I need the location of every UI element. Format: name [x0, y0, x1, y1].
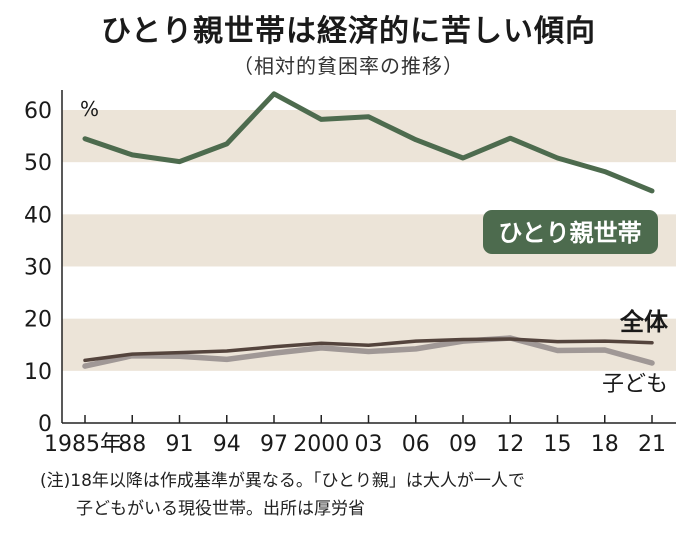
point-single_parent-1985	[83, 137, 87, 140]
x-tick-2009: 09	[449, 432, 477, 457]
point-all-1991	[178, 351, 181, 354]
x-tick-1985: 1985年	[44, 432, 122, 457]
x-tick-2000: 2000	[293, 432, 349, 457]
x-tick-1997: 97	[260, 432, 288, 457]
footnote-line-2: 子どもがいる現役世帯。出所は厚労省	[76, 499, 365, 519]
axes	[61, 90, 676, 424]
point-single_parent-2012	[509, 136, 512, 140]
y-tick-20: 20	[24, 308, 52, 333]
point-single_parent-2000	[320, 118, 323, 121]
point-all-1994	[225, 349, 228, 353]
y-tick-30: 30	[24, 256, 52, 281]
x-tick-1994: 94	[213, 432, 241, 457]
point-all-2006	[414, 339, 417, 343]
y-tick-60: 60	[24, 99, 52, 124]
point-single_parent-2003	[367, 115, 370, 118]
chart-title: ひとり親世帯は経済的に苦しい傾向	[100, 14, 597, 49]
series-label-children: 子ども	[602, 372, 668, 397]
point-all-1988	[131, 352, 134, 356]
x-tick-2018: 18	[591, 432, 619, 457]
series-label-all: 全体	[619, 308, 669, 336]
point-single_parent-1994	[225, 142, 228, 146]
point-all-2018	[603, 339, 606, 343]
chart-subtitle: （相対的貧困率の推移）	[233, 54, 464, 78]
point-single_parent-1988	[131, 153, 134, 157]
x-tick-2006: 06	[402, 432, 430, 457]
series-label-single-parent: ひとり親世帯	[498, 219, 641, 247]
point-all-2021	[650, 341, 654, 344]
point-children-2000	[320, 346, 323, 350]
point-children-1994	[225, 358, 228, 361]
point-single_parent-1991	[178, 160, 181, 163]
x-tick-2012: 12	[496, 432, 524, 457]
point-single_parent-2009	[461, 156, 465, 160]
point-all-2003	[367, 344, 370, 347]
y-tick-10: 10	[24, 360, 52, 385]
point-all-1985	[83, 359, 87, 362]
point-children-1985	[83, 364, 87, 368]
y-tick-40: 40	[24, 203, 52, 228]
point-all-2009	[461, 338, 465, 341]
x-tick-2021: 21	[638, 432, 666, 457]
point-children-1991	[178, 355, 181, 358]
footnote-line-1: (注)18年以降は作成基準が異なる。「ひとり親」は大人が一人で	[40, 471, 525, 491]
point-single_parent-2021	[650, 189, 654, 193]
point-children-2018	[603, 348, 606, 352]
x-tick-1988: 88	[118, 432, 146, 457]
series-lines	[82, 91, 655, 369]
point-all-1997	[272, 345, 276, 349]
point-all-2000	[320, 341, 323, 345]
x-tick-2003: 03	[355, 432, 383, 457]
point-single_parent-1997	[272, 92, 276, 96]
point-single_parent-2006	[414, 138, 417, 141]
point-children-2021	[650, 361, 654, 365]
x-tick-2015: 15	[544, 432, 572, 457]
y-tick-50: 50	[24, 151, 52, 176]
y-tick-0: 0	[38, 412, 52, 437]
point-all-2012	[509, 337, 512, 341]
y-tick-labels: 0 10 20 30 40 50 60	[24, 99, 52, 437]
label-box-single-parent	[483, 210, 658, 254]
point-single_parent-2015	[556, 156, 559, 160]
x-tick-1991: 91	[166, 432, 194, 457]
point-children-1997	[272, 351, 276, 355]
point-children-2015	[556, 349, 559, 352]
point-children-2003	[367, 350, 370, 353]
y-axis-unit: %	[80, 97, 99, 121]
point-children-2006	[414, 347, 417, 351]
point-single_parent-2018	[603, 170, 606, 173]
point-all-2015	[556, 340, 559, 343]
